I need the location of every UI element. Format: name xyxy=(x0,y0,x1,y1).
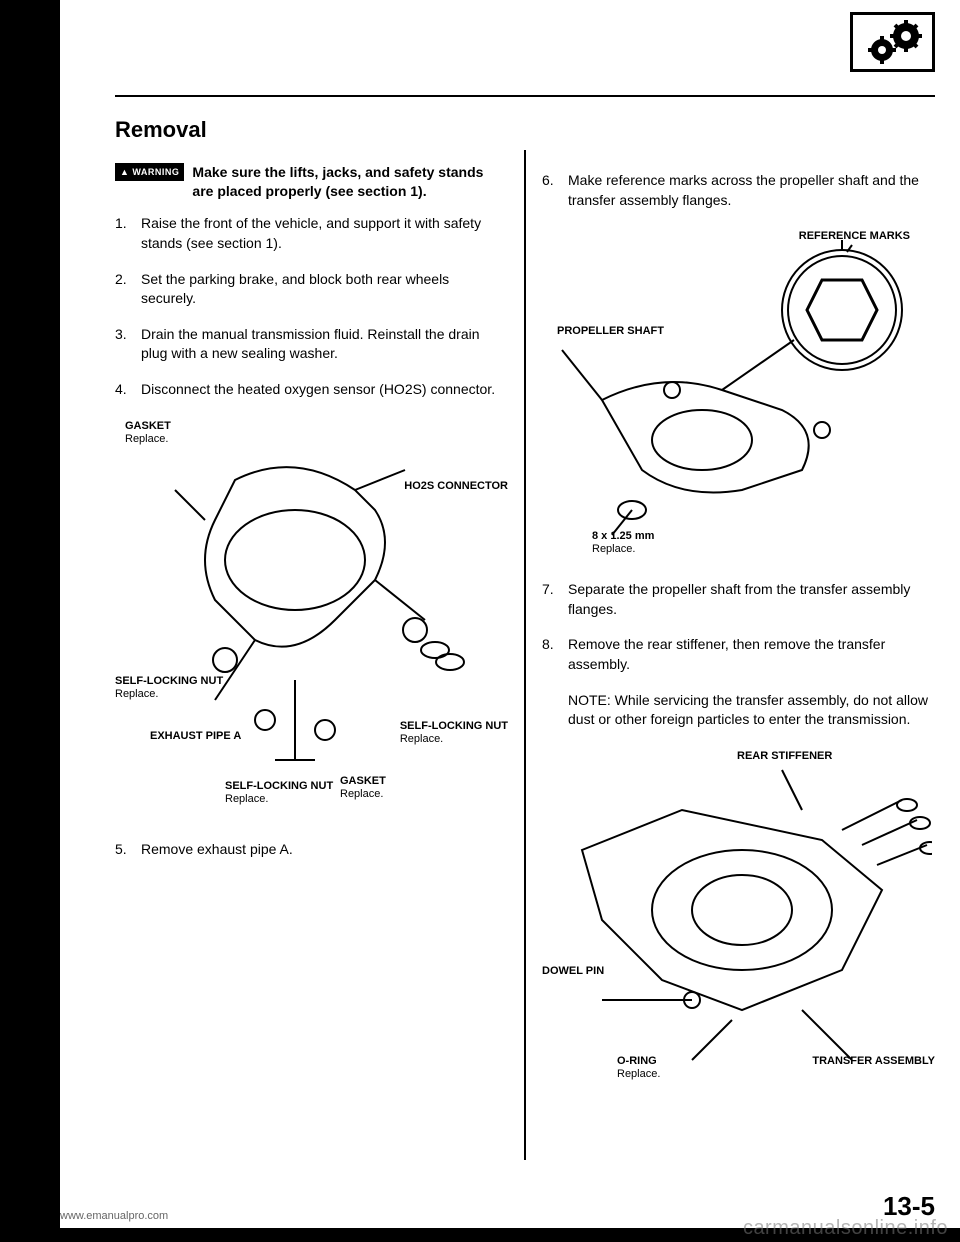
step-item: Disconnect the heated oxygen sensor (HO2… xyxy=(115,380,508,400)
content-area: Removal ▲ WARNING Make sure the lifts, j… xyxy=(115,115,935,1212)
fig-label-propshaft: PROPELLER SHAFT xyxy=(557,325,664,338)
fig-label-bolt: 8 x 1.25 mmReplace. xyxy=(592,530,654,556)
watermark: carmanualsonline.info xyxy=(743,1217,948,1240)
steps-list-left: Raise the front of the vehicle, and supp… xyxy=(115,214,508,399)
steps-list-left-2: Remove exhaust pipe A. xyxy=(115,840,508,860)
step-item: Make reference marks across the propelle… xyxy=(542,171,935,210)
steps-list-right-2: Separate the propeller shaft from the tr… xyxy=(542,580,935,674)
step-item: Remove exhaust pipe A. xyxy=(115,840,508,860)
right-column: Make reference marks across the propelle… xyxy=(542,115,935,1212)
step-item: Separate the propeller shaft from the tr… xyxy=(542,580,935,619)
footer-site: www.emanualpro.com xyxy=(60,1210,168,1222)
warning-block: ▲ WARNING Make sure the lifts, jacks, an… xyxy=(115,163,508,201)
fig-label-selflock-right: SELF-LOCKING NUTReplace. xyxy=(400,720,508,746)
fig-label-ho2s: HO2S CONNECTOR xyxy=(404,480,508,493)
header-gear-icon xyxy=(850,12,935,72)
transfer-diagram xyxy=(542,750,932,1080)
warning-text: Make sure the lifts, jacks, and safety s… xyxy=(192,163,508,201)
column-divider xyxy=(524,150,526,1160)
binder-ring xyxy=(0,10,50,70)
step-item: Remove the rear stiffener, then remove t… xyxy=(542,635,935,674)
fig-label-selflock-left: SELF-LOCKING NUTReplace. xyxy=(115,675,223,701)
step-item: Raise the front of the vehicle, and supp… xyxy=(115,214,508,253)
step-item: Set the parking brake, and block both re… xyxy=(115,270,508,309)
fig-label-dowel: DOWEL PIN xyxy=(542,965,604,978)
fig-label-gasket: GASKETReplace. xyxy=(125,420,171,446)
fig-label-exhaust: EXHAUST PIPE A xyxy=(150,730,241,743)
figure-propeller: REFERENCE MARKS PROPELLER SHAFT 8 x 1.25… xyxy=(542,230,935,560)
note-text: NOTE: While servicing the transfer assem… xyxy=(542,691,935,730)
left-column: Removal ▲ WARNING Make sure the lifts, j… xyxy=(115,115,508,1212)
propeller-diagram xyxy=(542,230,932,560)
warning-badge: ▲ WARNING xyxy=(115,163,184,181)
figure-exhaust: GASKETReplace. HO2S CONNECTOR SELF-LOCKI… xyxy=(115,420,508,820)
binder-ring xyxy=(0,580,50,640)
binder-ring xyxy=(0,1150,50,1210)
steps-list-right: Make reference marks across the propelle… xyxy=(542,171,935,210)
fig-label-gasket-btm: GASKETReplace. xyxy=(340,775,386,801)
section-title: Removal xyxy=(115,115,508,145)
fig-label-transfer: TRANSFER ASSEMBLY xyxy=(812,1055,935,1068)
fig-label-rearstiff: REAR STIFFENER xyxy=(737,750,832,763)
header-rule xyxy=(115,95,935,97)
fig-label-oring: O-RINGReplace. xyxy=(617,1055,660,1081)
step-item: Drain the manual transmission fluid. Rei… xyxy=(115,325,508,364)
page: Removal ▲ WARNING Make sure the lifts, j… xyxy=(60,0,960,1242)
fig-label-selflock-btm: SELF-LOCKING NUTReplace. xyxy=(225,780,333,806)
fig-label-refmarks: REFERENCE MARKS xyxy=(799,230,910,243)
figure-transfer: REAR STIFFENER DOWEL PIN O-RINGReplace. … xyxy=(542,750,935,1080)
